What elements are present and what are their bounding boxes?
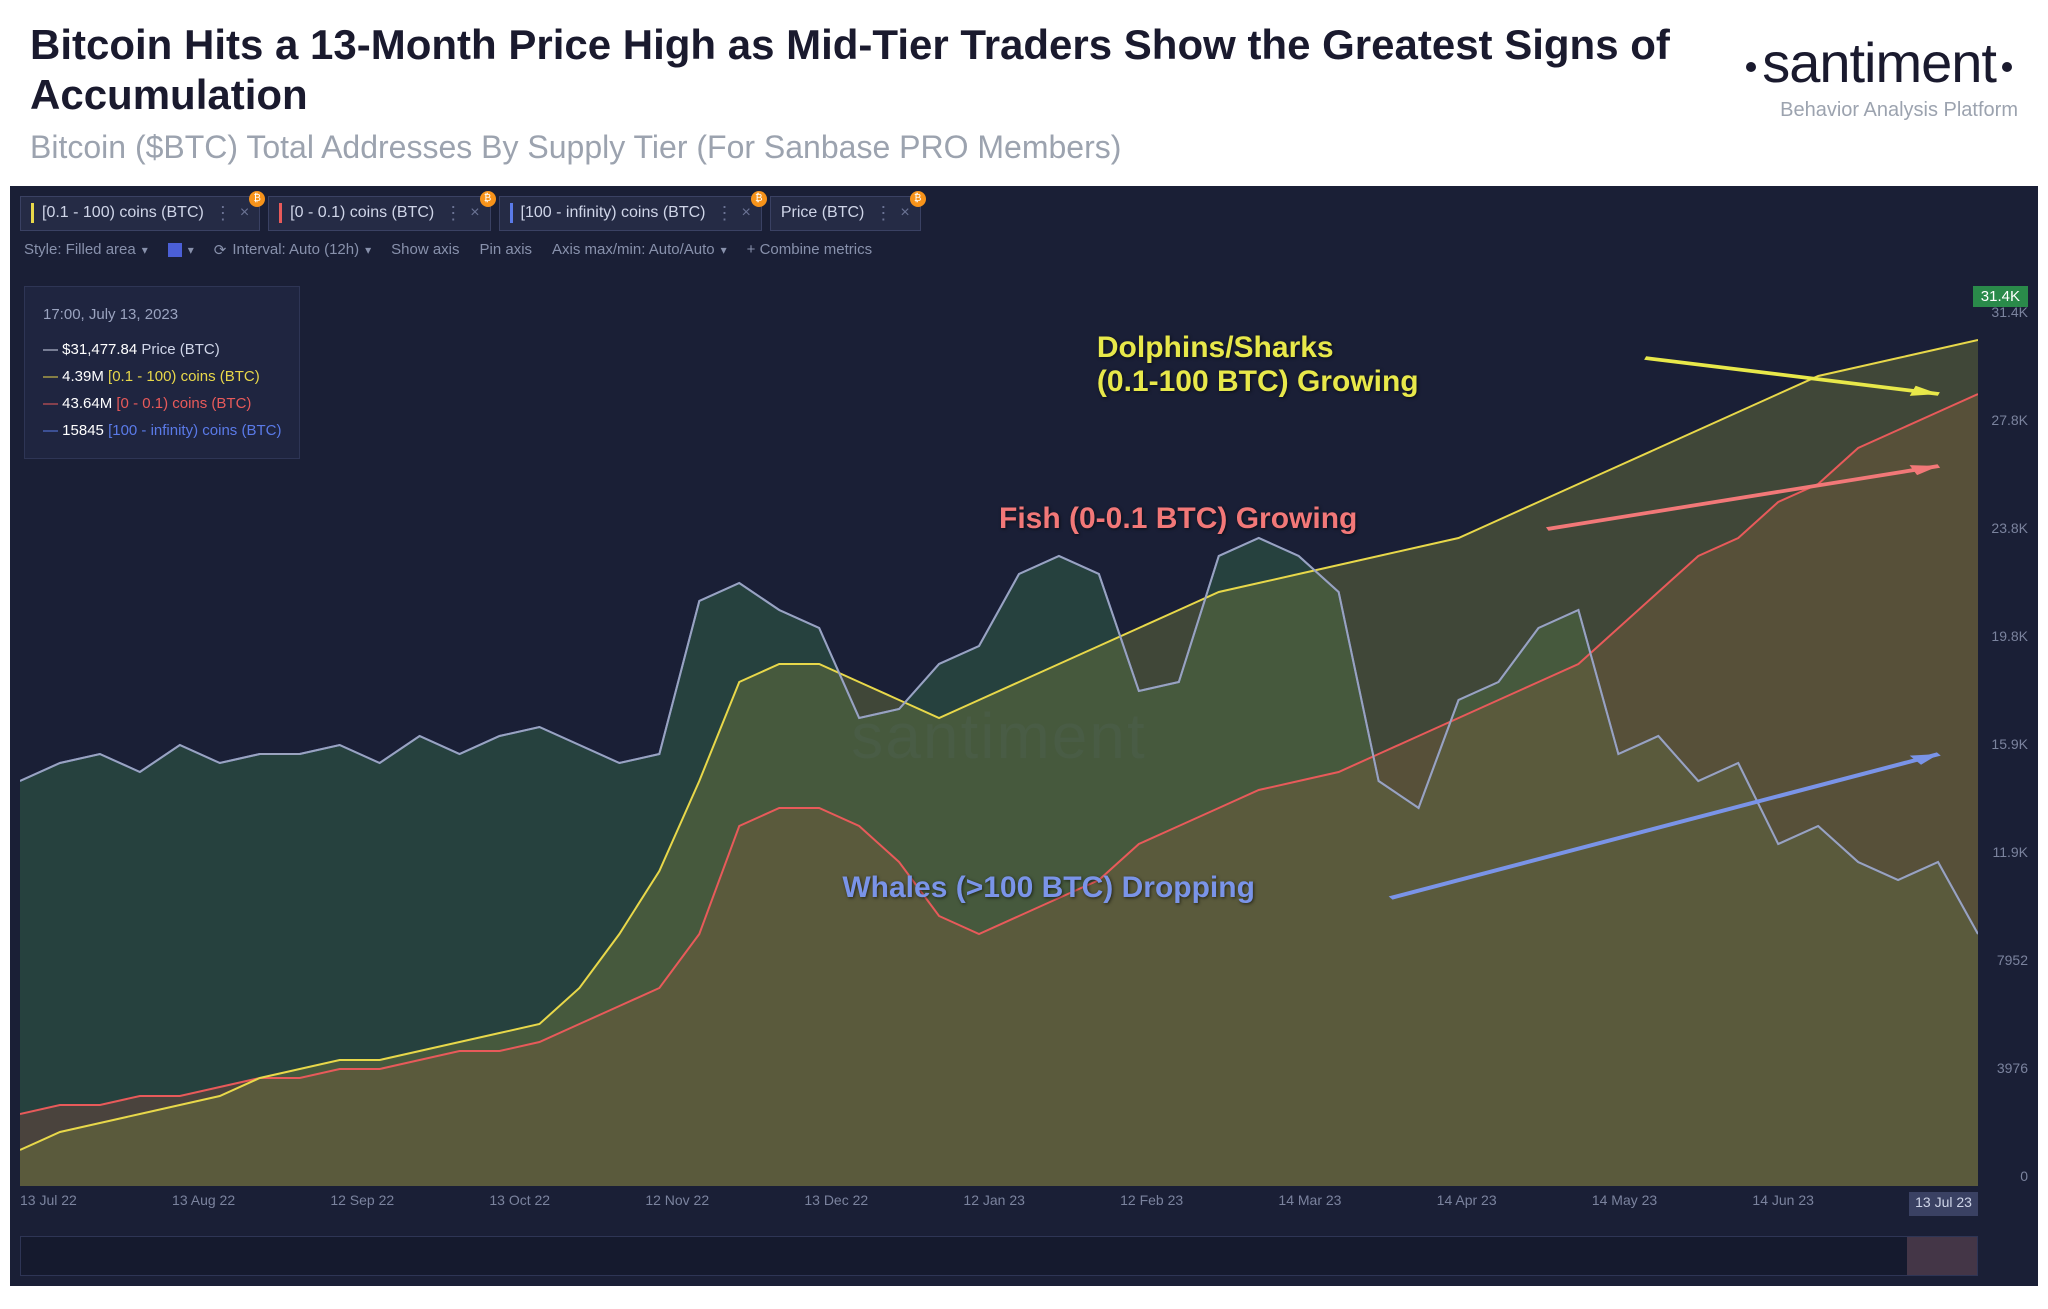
- chart-annotation: Fish (0-0.1 BTC) Growing: [999, 502, 1357, 536]
- y-tick-label: 19.8K: [1978, 628, 2028, 644]
- page-title: Bitcoin Hits a 13-Month Price High as Mi…: [30, 20, 1740, 121]
- pin-axis-button[interactable]: Pin axis: [480, 241, 533, 258]
- btc-badge-icon: ₿: [249, 191, 265, 207]
- chart-toolbar: Style: Filled area ▾ ▾ ⟳ Interval: Auto …: [10, 231, 2038, 269]
- x-tick-label: 14 May 23: [1592, 1192, 1657, 1216]
- range-highlight: [1907, 1237, 1977, 1275]
- metric-tab[interactable]: Price (BTC)⋮×₿: [770, 196, 921, 231]
- tab-label: [0 - 0.1) coins (BTC): [290, 204, 434, 222]
- tab-label: Price (BTC): [781, 204, 865, 222]
- interval-dropdown[interactable]: ⟳ Interval: Auto (12h) ▾: [214, 241, 371, 259]
- metric-tab[interactable]: [100 - infinity) coins (BTC)⋮×₿: [499, 196, 762, 231]
- y-tick-label: 11.9K: [1978, 844, 2028, 860]
- y-tick-label: 3976: [1978, 1060, 2028, 1076]
- metric-tabs: [0.1 - 100) coins (BTC)⋮×₿[0 - 0.1) coin…: [10, 186, 2038, 231]
- style-dropdown[interactable]: Style: Filled area ▾: [24, 241, 148, 258]
- chart-panel: [0.1 - 100) coins (BTC)⋮×₿[0 - 0.1) coin…: [10, 186, 2038, 1286]
- y-tick-label: 31.4K: [1978, 304, 2028, 320]
- close-icon[interactable]: ×: [240, 204, 249, 222]
- x-tick-label: 14 Mar 23: [1278, 1192, 1341, 1216]
- x-tick-label: 13 Dec 22: [804, 1192, 868, 1216]
- x-tick-label: 14 Jun 23: [1752, 1192, 1814, 1216]
- x-tick-label: 14 Apr 23: [1437, 1192, 1497, 1216]
- logo-text: santiment: [1762, 31, 1996, 94]
- close-icon[interactable]: ×: [470, 204, 479, 222]
- metric-tab[interactable]: [0.1 - 100) coins (BTC)⋮×₿: [20, 196, 260, 231]
- tab-label: [0.1 - 100) coins (BTC): [42, 204, 204, 222]
- time-range-slider[interactable]: [20, 1236, 1978, 1276]
- y-tick-label: 23.8K: [1978, 520, 2028, 536]
- x-tick-label: 13 Jul 22: [20, 1192, 77, 1216]
- page-subtitle: Bitcoin ($BTC) Total Addresses By Supply…: [30, 129, 1740, 166]
- y-tick-label: 27.8K: [1978, 412, 2028, 428]
- x-tick-label: 13 Aug 22: [172, 1192, 235, 1216]
- y-tick-label: 0: [1978, 1168, 2028, 1184]
- x-axis: 13 Jul 22 13 Aug 22 12 Sep 22 13 Oct 22 12 N…: [20, 1192, 1978, 1216]
- watermark: santiment: [851, 699, 1146, 773]
- y-axis: 31.4K 27.8K 23.8K 19.8K 15.9K 11.9K 7952 3976 0: [1978, 286, 2028, 1186]
- chart-annotation: Whales (>100 BTC) Dropping: [842, 871, 1255, 905]
- tab-menu-icon[interactable]: ⋮: [214, 203, 232, 224]
- tab-menu-icon[interactable]: ⋮: [444, 203, 462, 224]
- tab-menu-icon[interactable]: ⋮: [715, 203, 733, 224]
- tooltip-timestamp: 17:00, July 13, 2023: [43, 301, 281, 328]
- x-tick-label: 12 Nov 22: [645, 1192, 709, 1216]
- tooltip-row: — $31,477.84 Price (BTC): [43, 336, 281, 363]
- x-tick-label: 13 Jul 23: [1909, 1192, 1978, 1216]
- tooltip-row: — 15845 [100 - infinity) coins (BTC): [43, 417, 281, 444]
- show-axis-button[interactable]: Show axis: [391, 241, 459, 258]
- y-tick-label: 15.9K: [1978, 736, 2028, 752]
- tab-label: [100 - infinity) coins (BTC): [521, 204, 706, 222]
- tab-menu-icon[interactable]: ⋮: [874, 203, 892, 224]
- tooltip-box: 17:00, July 13, 2023 — $31,477.84 Price …: [24, 286, 300, 459]
- tooltip-row: — 43.64M [0 - 0.1) coins (BTC): [43, 390, 281, 417]
- brand-logo: santiment Behavior Analysis Platform: [1740, 20, 2018, 122]
- chart-annotation: Dolphins/Sharks(0.1-100 BTC) Growing: [1097, 331, 1419, 399]
- y-tick-label: 7952: [1978, 952, 2028, 968]
- btc-badge-icon: ₿: [751, 191, 767, 207]
- btc-badge-icon: ₿: [480, 191, 496, 207]
- btc-badge-icon: ₿: [910, 191, 926, 207]
- metric-tab[interactable]: [0 - 0.1) coins (BTC)⋮×₿: [268, 196, 490, 231]
- combine-metrics-button[interactable]: + Combine metrics: [747, 241, 872, 258]
- x-tick-label: 12 Jan 23: [963, 1192, 1025, 1216]
- color-swatch[interactable]: ▾: [168, 243, 194, 257]
- chart-plot-area[interactable]: santiment Dolphins/Sharks(0.1-100 BTC) G…: [20, 286, 1978, 1186]
- close-icon[interactable]: ×: [741, 204, 750, 222]
- x-tick-label: 12 Sep 22: [330, 1192, 394, 1216]
- close-icon[interactable]: ×: [900, 204, 909, 222]
- axis-minmax-dropdown[interactable]: Axis max/min: Auto/Auto ▾: [552, 241, 727, 258]
- logo-tagline: Behavior Analysis Platform: [1740, 99, 2018, 122]
- x-tick-label: 12 Feb 23: [1120, 1192, 1183, 1216]
- tooltip-row: — 4.39M [0.1 - 100) coins (BTC): [43, 363, 281, 390]
- x-tick-label: 13 Oct 22: [489, 1192, 550, 1216]
